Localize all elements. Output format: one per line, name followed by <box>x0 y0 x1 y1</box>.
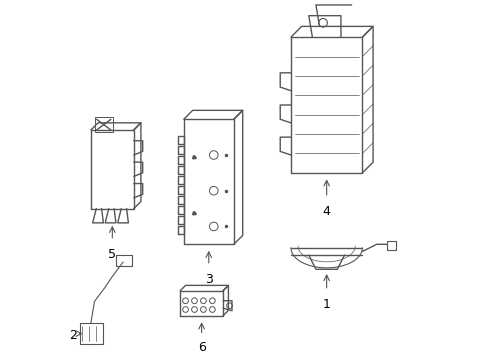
FancyBboxPatch shape <box>116 255 132 266</box>
Text: 2: 2 <box>69 329 77 342</box>
Text: 3: 3 <box>204 273 212 286</box>
Text: 4: 4 <box>322 205 330 218</box>
FancyBboxPatch shape <box>80 323 103 344</box>
Text: 1: 1 <box>322 298 330 311</box>
Bar <box>386 241 395 249</box>
Text: 6: 6 <box>197 341 205 354</box>
Bar <box>95 117 112 132</box>
Text: 5: 5 <box>108 248 116 261</box>
